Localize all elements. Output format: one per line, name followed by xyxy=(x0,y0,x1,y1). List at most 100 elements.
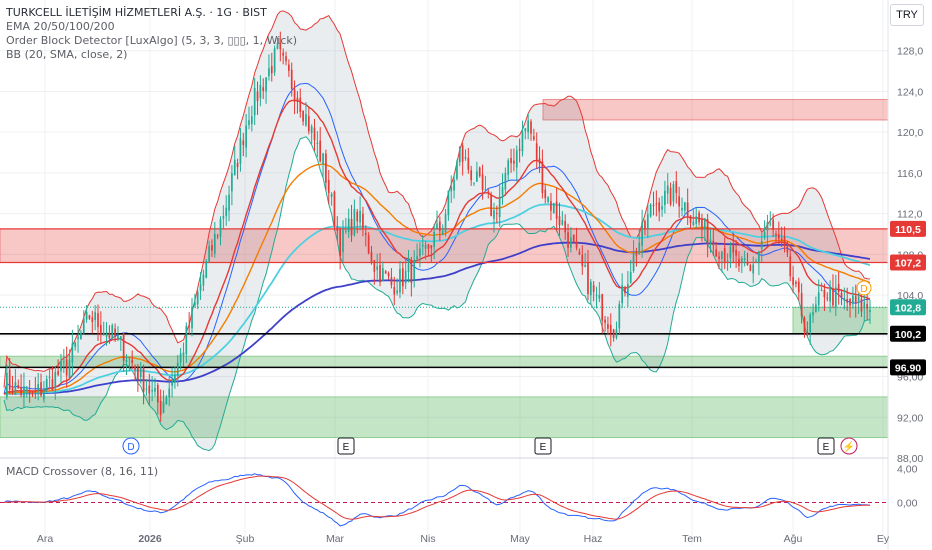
candle-body xyxy=(604,319,606,323)
candle-body xyxy=(387,273,390,277)
price-label-box xyxy=(890,325,926,342)
ema-legend[interactable]: EMA 20/50/100/200 xyxy=(6,20,115,33)
candle-body xyxy=(698,212,700,223)
candle-body xyxy=(695,216,698,224)
bearish-order-block xyxy=(542,99,889,121)
candle-body xyxy=(191,306,193,329)
candle-body xyxy=(692,221,695,226)
candle-body xyxy=(37,384,40,391)
candle-body xyxy=(618,304,621,329)
candle-body xyxy=(533,136,535,140)
candle-body xyxy=(285,56,287,62)
bb-legend[interactable]: BB (20, SMA, close, 2) xyxy=(6,48,128,61)
candle-body xyxy=(712,240,715,246)
candle-body xyxy=(228,194,230,211)
candle-body xyxy=(80,332,82,340)
bb-basis xyxy=(3,82,871,395)
candle-body xyxy=(578,251,581,255)
candle-body xyxy=(427,244,430,249)
candle-body xyxy=(481,174,484,191)
candle-body xyxy=(752,264,755,274)
candle-body xyxy=(661,206,663,210)
candle-body xyxy=(327,180,330,193)
price-tick: 92,00 xyxy=(897,412,923,424)
candle-body xyxy=(461,145,464,162)
candle-body xyxy=(476,171,478,182)
candle-body xyxy=(333,191,336,227)
price-axis[interactable]: 128,0124,0120,0116,0112,0108,0104,0100,0… xyxy=(887,0,932,550)
candle-body xyxy=(119,336,122,339)
candle-body xyxy=(615,329,618,338)
candle-body xyxy=(487,191,490,194)
order-block-legend[interactable]: Order Block Detector [LuxAlgo] (5, 3, 3,… xyxy=(6,34,298,47)
candle-body xyxy=(134,366,136,370)
candle-body xyxy=(772,219,774,230)
candle-body xyxy=(344,230,347,232)
candle-body xyxy=(253,87,256,116)
candle-body xyxy=(108,333,111,339)
candle-body xyxy=(139,366,142,378)
candle-body xyxy=(547,197,549,203)
candle-body xyxy=(649,204,652,217)
candle-body xyxy=(256,91,259,101)
candle-body xyxy=(14,382,17,395)
candle-body xyxy=(404,270,407,284)
candle-body xyxy=(490,194,492,216)
candle-body xyxy=(823,290,826,298)
candle-body xyxy=(689,215,692,223)
price-label-box xyxy=(890,254,926,271)
price-tick: 112,0 xyxy=(897,209,923,221)
candle-body xyxy=(205,261,208,278)
candle-body xyxy=(122,333,125,361)
candle-body xyxy=(795,282,797,284)
candle-body xyxy=(777,233,780,239)
candle-body xyxy=(259,84,262,99)
price-label: 107,2 xyxy=(895,258,921,270)
time-axis[interactable]: Ara 2026 Şub Mar Nis May Haz Tem Ağu Ey xyxy=(37,533,890,545)
candle-body xyxy=(444,214,447,232)
candle-body xyxy=(11,388,14,394)
candle-body xyxy=(612,329,615,338)
candle-body xyxy=(288,64,290,71)
candle-body xyxy=(658,202,661,212)
candle-body xyxy=(319,140,322,162)
candle-body xyxy=(174,374,176,383)
macd-legend[interactable]: MACD Crossover (8, 16, 11) xyxy=(6,465,159,478)
candle-body xyxy=(179,353,182,363)
candle-body xyxy=(681,207,683,211)
candle-body xyxy=(43,389,45,400)
candle-body xyxy=(74,342,77,347)
time-tick: Ara xyxy=(37,533,54,545)
candle-body xyxy=(866,304,869,309)
symbol-title[interactable]: TURKCELL İLETİŞİM HİZMETLERİ A.Ş. · 1G ·… xyxy=(6,6,267,19)
candlesticks xyxy=(5,31,871,422)
currency-button[interactable]: TRY xyxy=(890,4,924,26)
candle-body xyxy=(797,281,800,293)
candle-body xyxy=(743,258,746,260)
time-tick: Tem xyxy=(682,533,702,545)
price-label: 110,5 xyxy=(895,224,921,236)
candle-body xyxy=(410,260,413,283)
candle-body xyxy=(501,186,504,195)
candle-body xyxy=(222,216,225,219)
price-label: 100,2 xyxy=(895,329,921,341)
candle-body xyxy=(34,390,37,392)
candle-body xyxy=(359,210,361,223)
candle-body xyxy=(202,274,205,286)
macd-tick: 0,00 xyxy=(897,498,918,510)
candle-body xyxy=(567,232,569,248)
candle-body xyxy=(803,317,806,333)
time-tick: 2026 xyxy=(138,533,162,545)
candle-body xyxy=(370,252,373,263)
candle-body xyxy=(325,153,327,183)
candle-body xyxy=(854,296,857,304)
candle-body xyxy=(148,385,151,394)
candle-body xyxy=(196,291,199,305)
candle-body xyxy=(780,238,783,240)
candle-body xyxy=(239,138,242,164)
ema-lines xyxy=(3,99,871,395)
candle-body xyxy=(162,402,165,413)
candle-body xyxy=(521,131,524,152)
candle-body xyxy=(419,248,421,257)
